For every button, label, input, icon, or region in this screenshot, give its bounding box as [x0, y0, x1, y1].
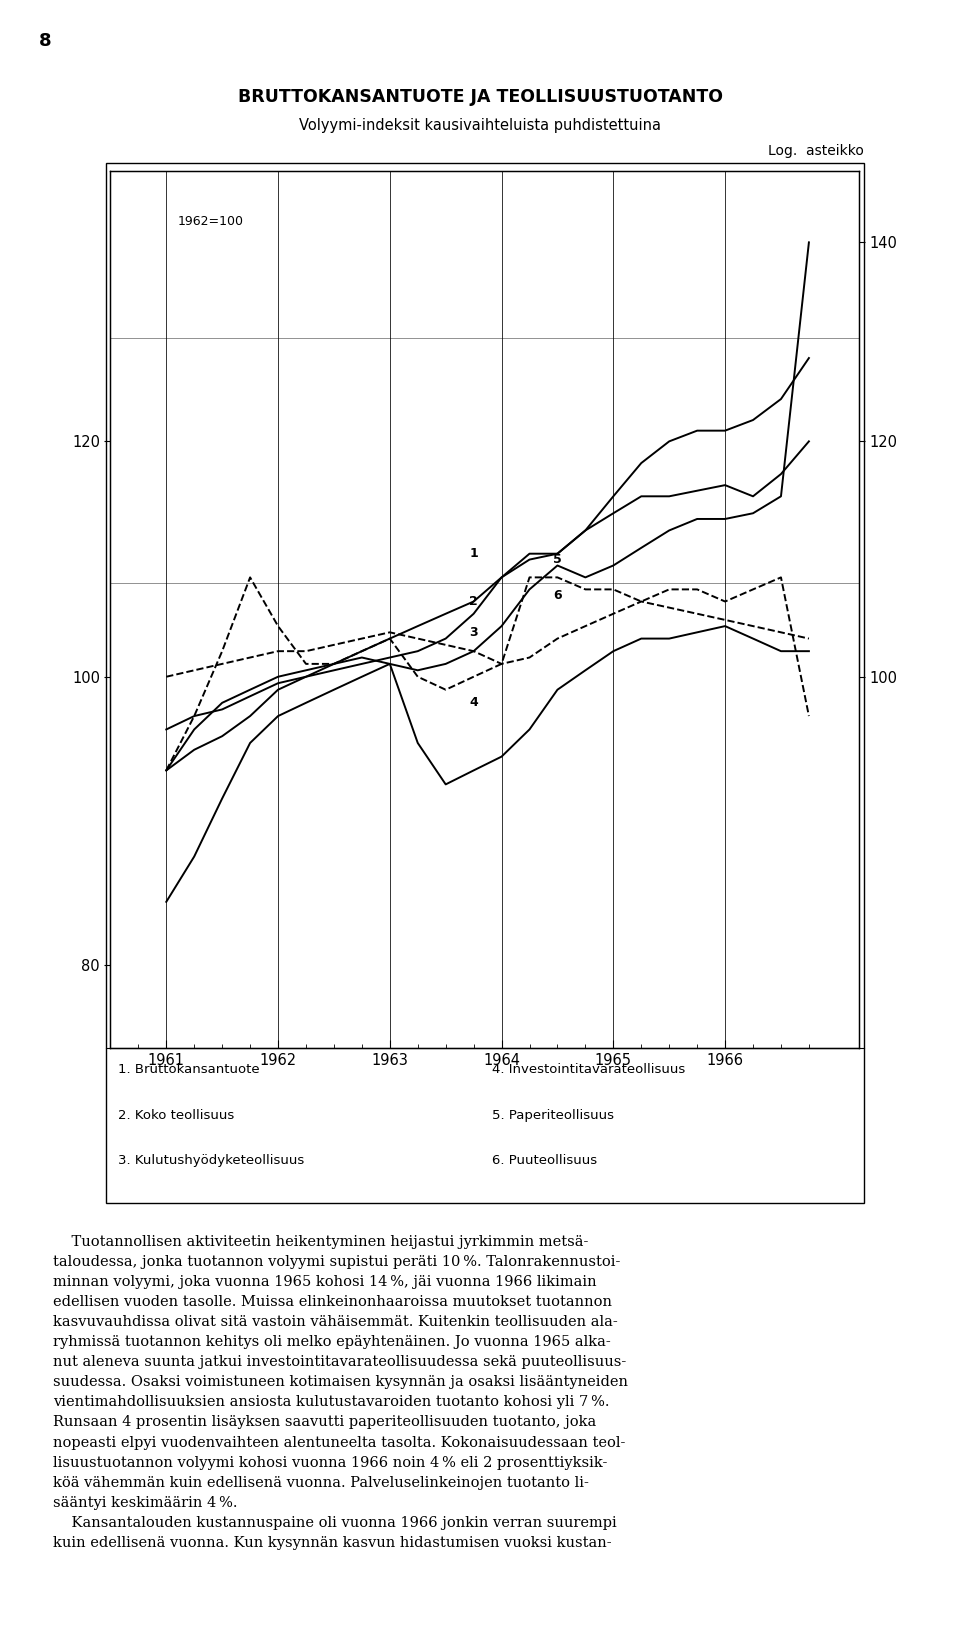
Text: Volyymi-indeksit kausivaihteluista puhdistettuina: Volyymi-indeksit kausivaihteluista puhdi… [299, 119, 661, 133]
Text: 8: 8 [38, 32, 51, 50]
Text: 5. Paperiteollisuus: 5. Paperiteollisuus [492, 1108, 614, 1121]
Text: 3. Kulutushyödyketeollisuus: 3. Kulutushyödyketeollisuus [118, 1154, 304, 1167]
Text: 1. Bruttokansantuote: 1. Bruttokansantuote [118, 1063, 259, 1076]
Text: Tuotannollisen aktiviteetin heikentyminen heijastui jyrkimmin metsä-
taloudessa,: Tuotannollisen aktiviteetin heikentymine… [53, 1235, 628, 1550]
Text: 5: 5 [553, 552, 562, 565]
Text: 4: 4 [469, 697, 478, 710]
Text: BRUTTOKANSANTUOTE JA TEOLLISUUSTUOTANTO: BRUTTOKANSANTUOTE JA TEOLLISUUSTUOTANTO [237, 88, 723, 106]
Text: 1: 1 [469, 548, 478, 561]
Text: Log.  asteikko: Log. asteikko [768, 143, 864, 158]
Text: 6: 6 [553, 588, 562, 601]
Text: 2. Koko teollisuus: 2. Koko teollisuus [118, 1108, 234, 1121]
Text: 6. Puuteollisuus: 6. Puuteollisuus [492, 1154, 597, 1167]
Text: 4. Investointitavarateollisuus: 4. Investointitavarateollisuus [492, 1063, 685, 1076]
Text: 2: 2 [469, 595, 478, 608]
Text: 3: 3 [469, 626, 478, 639]
Text: 1962=100: 1962=100 [178, 214, 244, 228]
